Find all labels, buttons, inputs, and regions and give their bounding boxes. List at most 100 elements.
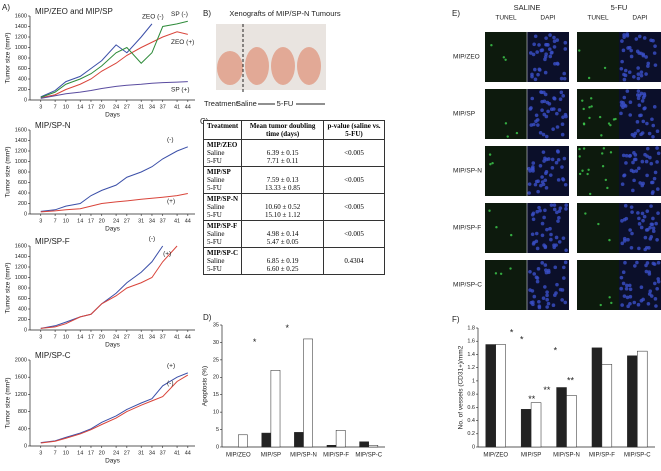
y-axis-label: Tumor size (mm³) <box>5 377 12 428</box>
cell <box>624 153 629 158</box>
mice <box>217 47 321 85</box>
group-name: MIP/SP <box>207 168 231 176</box>
x-tick-label: 3 <box>39 334 42 340</box>
cell <box>552 207 557 212</box>
cell <box>622 217 627 222</box>
y-tick-label: 400 <box>18 426 27 432</box>
y-tick-label: 1600 <box>15 13 27 19</box>
cell <box>535 50 539 54</box>
cell <box>530 232 535 237</box>
cell <box>649 294 654 298</box>
cell <box>546 109 550 114</box>
cell <box>610 301 613 305</box>
x-tick-label: 24 <box>113 218 119 224</box>
cell <box>634 37 639 41</box>
cell <box>630 210 634 214</box>
x-tick-label: 7 <box>54 334 57 340</box>
cell <box>528 169 532 173</box>
cell <box>637 166 641 171</box>
y-tick-label: 1600 <box>15 243 27 249</box>
group-header: SALINE <box>514 3 541 12</box>
cell <box>556 157 561 162</box>
treatment-label: Saline <box>207 230 225 238</box>
cell <box>608 238 611 242</box>
cell <box>548 33 552 37</box>
y-tick-label: 0 <box>24 97 27 103</box>
cell <box>555 125 560 129</box>
y-tick-label: 0 <box>24 327 27 333</box>
cell <box>640 159 645 164</box>
y-axis-label: Tumor size (mm³) <box>5 32 12 83</box>
panel-label: E) <box>452 9 460 18</box>
cell <box>635 260 639 265</box>
cell <box>629 245 634 250</box>
p-cell: 0.4304 <box>323 247 385 275</box>
cell <box>604 178 608 182</box>
cell <box>655 146 659 150</box>
header-row: Treatment Mean tumor doubling time (days)… <box>202 120 385 140</box>
cell <box>643 235 648 240</box>
cell <box>641 218 645 223</box>
cell <box>623 260 627 265</box>
cell <box>530 96 535 101</box>
cell <box>490 44 493 47</box>
cell <box>537 67 542 72</box>
cell <box>624 161 628 165</box>
cell <box>652 51 657 55</box>
cell <box>554 235 559 240</box>
series-label: ZEO (-) <box>142 14 164 21</box>
group-row: MIP/SP-C Saline 5-FU 6.85 ± 0.19 6.60 ± 0.2… <box>202 247 385 275</box>
x-tick-label: 3 <box>39 450 42 456</box>
cell <box>534 231 539 236</box>
cell <box>620 39 624 43</box>
series-line <box>40 372 189 444</box>
bar <box>627 355 638 448</box>
cell <box>556 219 560 223</box>
cell <box>551 127 555 131</box>
doubling-value: 6.39 ± 0.15 <box>266 149 299 157</box>
spacer <box>245 168 320 176</box>
cell <box>536 189 540 194</box>
cell <box>555 282 559 287</box>
micrograph <box>577 89 619 139</box>
cell <box>531 302 535 307</box>
x-tick-label: 20 <box>99 104 105 110</box>
cell <box>488 209 491 212</box>
annotation: * <box>285 323 289 333</box>
y-tick-label: 400 <box>18 306 27 312</box>
y-tick-label: 5 <box>216 427 219 433</box>
x-tick-label: 3 <box>39 104 42 110</box>
cell <box>547 102 552 106</box>
y-tick-label: 1200 <box>15 34 27 40</box>
cell <box>552 39 557 44</box>
cell <box>540 175 544 179</box>
row-label: MIP/SP-C <box>453 282 482 289</box>
cell <box>553 293 557 298</box>
cell <box>542 159 546 163</box>
cell <box>541 296 546 300</box>
cell <box>504 58 507 61</box>
cell <box>636 89 641 93</box>
cell <box>543 178 548 183</box>
cell <box>635 49 640 54</box>
y-tick-label: 1.2 <box>467 365 475 371</box>
cell <box>649 38 653 43</box>
cell <box>533 34 538 39</box>
cell <box>651 261 656 266</box>
treatment-label: 5-FU <box>207 238 222 246</box>
bar <box>238 434 248 448</box>
cell <box>529 51 533 55</box>
row-label: MIP/SP <box>453 111 475 118</box>
cell <box>651 190 655 194</box>
bar <box>294 432 304 448</box>
cell <box>533 182 538 187</box>
cell <box>606 186 609 190</box>
cell <box>601 165 605 168</box>
y-axis-label: Apoptosis (%) <box>202 366 209 406</box>
cell <box>655 187 660 191</box>
cell <box>628 153 633 158</box>
panel-label: D) <box>203 313 212 322</box>
doubling-value: 6.85 ± 0.19 <box>266 257 299 265</box>
cell <box>632 157 637 162</box>
x-tick-label: 41 <box>174 218 180 224</box>
